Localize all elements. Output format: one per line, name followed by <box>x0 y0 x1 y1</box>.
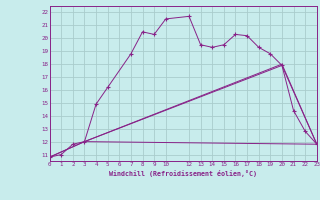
X-axis label: Windchill (Refroidissement éolien,°C): Windchill (Refroidissement éolien,°C) <box>109 170 257 177</box>
